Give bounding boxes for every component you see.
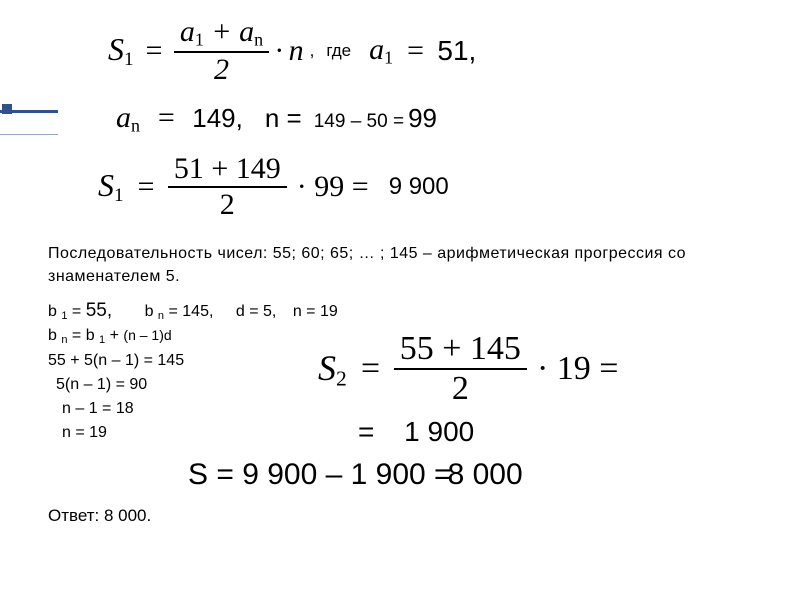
tail: · 99 = (293, 170, 369, 204)
formula-s1-general: S1 = a1 + an 2 · n , где a1 = 51, (108, 15, 752, 87)
eq-sign: = (140, 34, 168, 68)
bn: b n = 145, (117, 303, 214, 320)
b-values-row: b 1 = 55, b n = 145, d = 5, n = 19 (48, 300, 752, 322)
answer-line: Ответ: 8 000. (48, 506, 752, 526)
where-label: где (320, 41, 357, 61)
eq-sign: = (399, 34, 431, 68)
fraction-numeric: 51 + 149 2 (168, 152, 287, 222)
b1-value: 55, (86, 300, 112, 321)
final-result: S = 9 900 – 1 900 =8 000 (188, 458, 752, 492)
var-s1: S1 (98, 167, 124, 207)
derivation-row: b n = b 1 + (n – 1)d 55 + 5(n – 1) = 145… (48, 324, 752, 448)
var-an: an (116, 101, 140, 137)
comma: , (310, 41, 315, 61)
n-derivation: b n = b 1 + (n – 1)d 55 + 5(n – 1) = 145… (48, 324, 258, 444)
n-value: n = 19 (281, 303, 338, 320)
eq-sign: = (130, 170, 162, 204)
d-value: d = 5, (218, 303, 276, 320)
dot-op: · (275, 34, 283, 68)
slide-content: S1 = a1 + an 2 · n , где a1 = 51, an = 1… (0, 0, 800, 541)
formula-an-n: an = 149, n = 149 – 50 = 99 (116, 101, 752, 137)
value-9900: 9 900 (375, 173, 449, 201)
eq-sign: = (150, 101, 182, 135)
value-51: 51, (437, 35, 476, 67)
value-99: 99 (408, 103, 437, 134)
fraction-a1-an: a1 + an 2 (174, 15, 269, 87)
sequence-description: Последовательность чисел: 55; 60; 65; … … (48, 242, 752, 288)
fraction-s2: 55 + 145 2 (394, 330, 527, 408)
var-s2: S2 (318, 347, 347, 391)
eq-sign: = (353, 350, 388, 388)
b1: b 1 = (48, 303, 86, 320)
value-8000: 8 000 (448, 458, 523, 491)
s2-tail: · 19 = (533, 350, 619, 388)
slide-corner-ornament (0, 110, 58, 134)
var-s1: S1 (108, 31, 134, 71)
var-a1: a1 (363, 33, 393, 69)
value-149: 149, (192, 103, 243, 134)
var-n: n (289, 34, 304, 68)
formula-s1-numeric: S1 = 51 + 149 2 · 99 = 9 900 (98, 152, 752, 222)
n-expr: 149 – 50 = (312, 111, 404, 133)
n-equals: n = (253, 103, 302, 134)
value-1900: 1 900 (382, 416, 474, 447)
s2-formula: S2 = 55 + 145 2 · 19 = = 1 900 (258, 324, 752, 448)
s2-result-line: = 1 900 (358, 416, 752, 448)
